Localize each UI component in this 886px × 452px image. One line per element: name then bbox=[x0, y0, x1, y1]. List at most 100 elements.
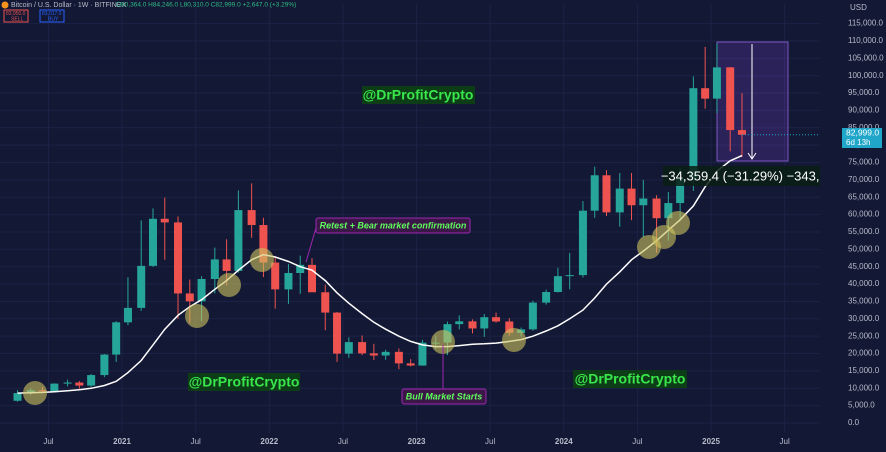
x-tick-label: Jul bbox=[780, 437, 790, 446]
candle-body bbox=[63, 382, 72, 384]
candle-body bbox=[455, 321, 464, 325]
y-tick-label: 65,000.0 bbox=[848, 192, 880, 201]
ohlc: O80,364.0 H84,246.0 L80,310.0 C82,999.0 … bbox=[116, 2, 296, 9]
candle-body bbox=[296, 264, 305, 273]
sell: SELL bbox=[11, 16, 23, 22]
candle-body bbox=[100, 354, 109, 376]
y-tick-label: 35,000.0 bbox=[848, 297, 880, 306]
annotation: @DrProfitCrypto bbox=[189, 374, 300, 390]
x-tick-label: 2023 bbox=[408, 437, 426, 446]
candles bbox=[13, 43, 842, 402]
btc-icon bbox=[1, 1, 9, 9]
x-tick-label: Jul bbox=[338, 437, 348, 446]
candle-body bbox=[137, 265, 146, 308]
y-tick-label: 5,000.0 bbox=[848, 401, 875, 410]
candle-body bbox=[358, 342, 367, 354]
candle-body bbox=[333, 312, 342, 354]
sell-price: 83,950.0 bbox=[6, 11, 26, 17]
candle-body bbox=[321, 292, 330, 313]
x-tick-label: 2025 bbox=[702, 437, 720, 446]
candle-body bbox=[676, 179, 685, 204]
candle-body bbox=[234, 210, 243, 271]
y-tick-label: 0.0 bbox=[848, 418, 860, 427]
annotation: @DrProfitCrypto bbox=[363, 87, 474, 103]
candle-body bbox=[222, 259, 231, 271]
candle-body bbox=[689, 88, 698, 180]
candle-body bbox=[87, 375, 96, 386]
measure-label: −34,359.4 (−31.29%) −343,594 bbox=[661, 168, 841, 183]
candle-body bbox=[712, 67, 721, 99]
y-tick-label: 15,000.0 bbox=[848, 366, 880, 375]
buy-box bbox=[39, 9, 65, 23]
candle-body bbox=[247, 210, 256, 226]
candle-body bbox=[160, 218, 169, 223]
y-tick-label: 60,000.0 bbox=[848, 210, 880, 219]
candle-body bbox=[652, 198, 661, 219]
candle-body bbox=[578, 210, 587, 276]
candle-body bbox=[197, 279, 206, 302]
highlight-circles bbox=[23, 211, 690, 405]
candle-body bbox=[148, 218, 157, 266]
y-tick-label: 45,000.0 bbox=[848, 262, 880, 271]
candle-body bbox=[639, 198, 648, 206]
candle-body bbox=[492, 317, 501, 322]
candle-body bbox=[185, 293, 194, 302]
circle bbox=[23, 381, 47, 405]
last-price: 82,999.0 bbox=[846, 127, 879, 137]
currency: USD bbox=[850, 3, 867, 12]
brand-box bbox=[362, 86, 475, 104]
y-tick-label: 50,000.0 bbox=[848, 244, 880, 253]
candle-body bbox=[418, 342, 427, 366]
x-tick-label: 2024 bbox=[555, 437, 573, 446]
y-tick-label: 55,000.0 bbox=[848, 227, 880, 236]
y-tick-label: 75,000.0 bbox=[848, 158, 880, 167]
candle-body bbox=[553, 276, 562, 292]
annotation: @DrProfitCrypto bbox=[575, 371, 686, 387]
grid bbox=[0, 3, 820, 433]
candle-body bbox=[369, 353, 378, 356]
countdown: 6d 13h bbox=[846, 138, 870, 147]
y-tick-label: 110,000.0 bbox=[848, 36, 884, 45]
circle bbox=[666, 211, 690, 235]
candle-body bbox=[210, 259, 219, 280]
candle-body bbox=[528, 302, 537, 330]
circle bbox=[502, 328, 526, 352]
x-tick-label: Jul bbox=[632, 437, 642, 446]
buy: BUY bbox=[48, 16, 59, 22]
circle bbox=[431, 330, 455, 354]
last-price-tag bbox=[842, 128, 882, 148]
y-tick-label: 25,000.0 bbox=[848, 331, 880, 340]
y-tick-label: 95,000.0 bbox=[848, 88, 880, 97]
candle-body bbox=[174, 222, 183, 294]
candle-body bbox=[726, 67, 735, 131]
callout-line bbox=[305, 227, 317, 263]
y-tick-label: 85,000.0 bbox=[848, 123, 880, 132]
candle-body bbox=[565, 275, 574, 277]
y-tick-label: 90,000.0 bbox=[848, 106, 880, 115]
measure-arrowhead bbox=[747, 152, 757, 160]
measure-label-box bbox=[663, 166, 840, 186]
x-tick-label: Jul bbox=[43, 437, 53, 446]
candle-body bbox=[50, 383, 59, 392]
y-tick-label: 30,000.0 bbox=[848, 314, 880, 323]
y-tick-label: 115,000.0 bbox=[848, 19, 884, 28]
x-tick-label: 2022 bbox=[260, 437, 278, 446]
candle-body bbox=[590, 175, 599, 211]
candle-body bbox=[701, 88, 710, 99]
candle-body bbox=[394, 351, 403, 364]
y-tick-label: 10,000.0 bbox=[848, 383, 880, 392]
candle-body bbox=[542, 291, 551, 303]
candle-body bbox=[602, 175, 611, 213]
y-tick-label: 100,000.0 bbox=[848, 71, 884, 80]
x-tick-label: Jul bbox=[485, 437, 495, 446]
circle bbox=[217, 273, 241, 297]
candle-body bbox=[505, 321, 514, 333]
candle-body bbox=[13, 393, 22, 401]
brand-box bbox=[573, 370, 687, 388]
brand-box bbox=[188, 373, 300, 391]
candle-body bbox=[271, 262, 280, 290]
price-axis bbox=[820, 0, 886, 452]
callout-box bbox=[315, 217, 471, 234]
y-tick-label: 70,000.0 bbox=[848, 175, 880, 184]
